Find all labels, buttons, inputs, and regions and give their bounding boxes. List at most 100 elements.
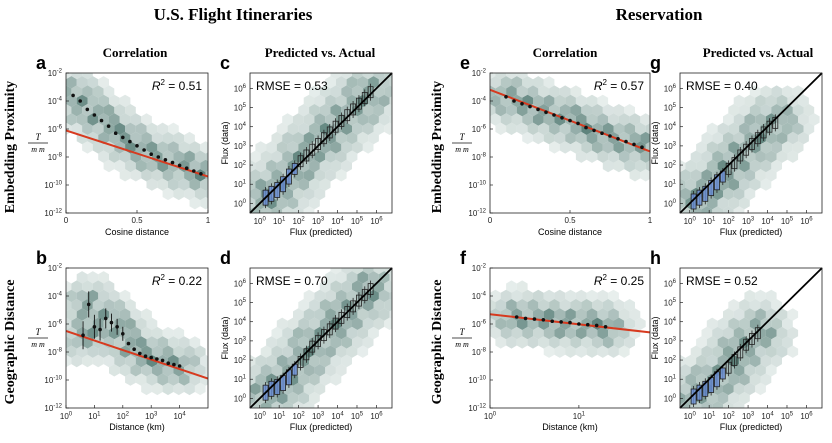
hexbin-cell (690, 364, 702, 377)
hexbin-cell (66, 76, 77, 89)
hexbin-cell (282, 131, 293, 145)
hexbin-cell (250, 187, 261, 201)
hexbin-cell (608, 289, 619, 303)
hexbin-cell (787, 326, 799, 340)
hexbin-cell (168, 336, 179, 349)
y-tick-label: 104 (664, 122, 677, 132)
hexbin-cell (389, 77, 392, 87)
hexbin-cell (87, 308, 99, 321)
axes-frame (679, 72, 823, 214)
y-tick-label: 104 (234, 317, 247, 327)
data-point (514, 315, 519, 319)
hexbin-cell (162, 382, 174, 396)
hexbin-cell (384, 280, 392, 293)
data-point (160, 358, 165, 363)
hexbin-cell (319, 141, 331, 154)
plot-area (66, 73, 208, 210)
hexbin-cell (760, 336, 772, 349)
hexbin-cell (373, 317, 385, 330)
hexbin-cell (335, 169, 347, 182)
data-point (113, 131, 118, 135)
x-tick-label: 106 (370, 412, 383, 422)
hexbin-cell (92, 141, 104, 154)
hexbin-cell (378, 308, 390, 321)
y-tick-label: 100 (234, 199, 247, 209)
hexbin-cell (495, 104, 507, 117)
x-tick-label: 104 (173, 412, 186, 422)
hexbin-cell (335, 150, 347, 163)
box-mark (702, 380, 709, 397)
y-tick-label: 10-4 (472, 97, 487, 107)
hexbin-cell (260, 169, 272, 182)
hexbin-cell (685, 354, 697, 368)
hexbin-cell (287, 392, 299, 405)
data-point (106, 124, 111, 128)
hexbin-cell (173, 326, 185, 340)
hexbin-cell (325, 308, 336, 321)
hexbin-cell (723, 206, 734, 213)
hexbin-cell (500, 326, 512, 340)
hexbin-cell (87, 289, 99, 303)
y-tick-label: 100 (664, 394, 677, 404)
hexbin-cell (776, 94, 788, 108)
hexbin-cell (157, 178, 168, 191)
hexbin-cell (362, 122, 374, 135)
data-point (142, 148, 146, 152)
hexbin-cell (586, 94, 598, 108)
hexbin-cell (696, 354, 707, 368)
axes-frame (249, 267, 393, 409)
hexbin-cell (629, 169, 641, 182)
hexbin-cell (178, 354, 190, 368)
hexbin-cell (303, 364, 315, 377)
hexbin-cell (330, 354, 342, 368)
hexbin-cell (728, 299, 740, 312)
hexbin-cell (151, 382, 163, 396)
hexbin-cell (782, 141, 793, 154)
hexbin-cell (76, 308, 88, 321)
y-tick-label: 102 (234, 161, 247, 171)
hexbin-cell (151, 326, 163, 340)
hexbin-cell (733, 401, 745, 408)
hexbin-cell (739, 197, 750, 210)
hexbin-cell (733, 187, 745, 201)
hexbin-cell (103, 299, 115, 312)
identity-line (679, 72, 823, 214)
hexbin-cell (618, 345, 630, 358)
box-mark (696, 189, 703, 206)
hexbin-cell (357, 326, 369, 340)
hexbin-cell (575, 289, 587, 303)
hexbin-cell (71, 104, 83, 117)
hexbin-cell (330, 268, 342, 275)
hexbin-cell (303, 382, 315, 396)
y-tick-label: 102 (664, 161, 677, 171)
hexbin-cell (624, 104, 635, 117)
hexbin-cell (335, 326, 347, 340)
hexbin-cell (608, 150, 619, 163)
hexbin-cell (602, 104, 614, 117)
hexbin-cell (200, 141, 208, 154)
y-axis-label-numerator: T (35, 327, 41, 337)
hexbin-cell (119, 169, 131, 182)
panel-c: 100 101 102 103 104 105 106 100 101 102 103 104 105 1… (220, 53, 393, 237)
hexbin-cell (287, 122, 299, 135)
data-point (576, 121, 580, 126)
hexbin-cell (276, 354, 288, 368)
hexbin-cell (554, 308, 566, 321)
hexbin-cell (787, 150, 799, 163)
hexbin-cell (119, 289, 131, 303)
hexbin-cell (162, 364, 174, 377)
hexbin-cell (685, 159, 697, 173)
x-tick-label: 104 (761, 217, 774, 227)
hexbin-cell (506, 336, 517, 349)
hexbin-cell (66, 345, 77, 358)
y-tick-label: 10-6 (48, 320, 63, 330)
hexbin-cell (373, 104, 385, 117)
hexbin-cell (82, 354, 93, 368)
hexbin-cell (706, 336, 718, 349)
data-point (550, 319, 555, 324)
box-mark (719, 367, 726, 380)
hexbin-cell (178, 178, 190, 191)
data-point (143, 354, 148, 359)
hexbin-cell (335, 345, 347, 358)
hexbin-cell (776, 131, 788, 145)
